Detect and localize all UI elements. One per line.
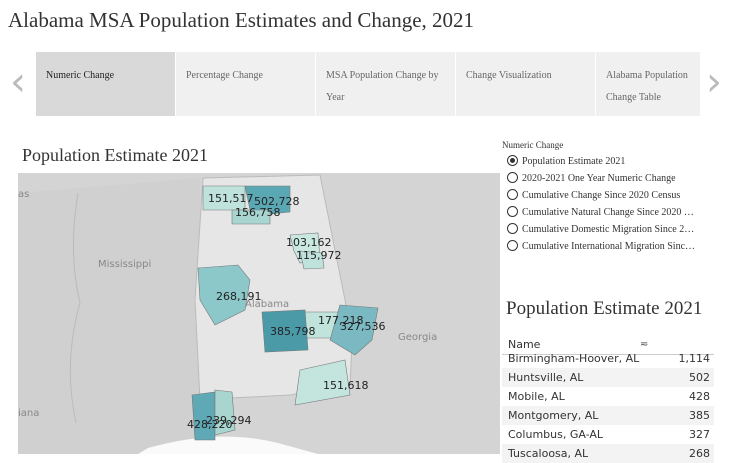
row-name: Huntsville, AL	[508, 371, 584, 384]
map-value-label: 177,218	[318, 314, 364, 327]
radio-option[interactable]: Population Estimate 2021	[507, 155, 625, 167]
map: as Mississippi Alabama Georgia iana 151,517 50…	[18, 173, 500, 454]
msa-region[interactable]	[261, 309, 309, 353]
radio-label: Cumulative International Migration Sinc…	[522, 241, 696, 252]
msa-region[interactable]	[231, 209, 271, 225]
region-label: Mississippi	[98, 259, 151, 270]
radio-option[interactable]: Cumulative Natural Change Since 2020 …	[507, 206, 694, 218]
msa-region[interactable]	[294, 359, 351, 406]
column-header[interactable]: Name	[508, 338, 541, 351]
row-value: 327	[689, 428, 710, 441]
radio-label: Cumulative Change Since 2020 Census	[522, 190, 681, 201]
map-value-label: 156,758	[235, 206, 281, 219]
msa-region[interactable]	[329, 304, 379, 356]
map-value-label: 385,798	[270, 325, 316, 338]
river	[69, 192, 81, 424]
radio-label: 2020-2021 One Year Numeric Change	[522, 173, 676, 184]
table-row: Birmingham-Hoover, AL 1,114	[502, 349, 714, 368]
map-title: Population Estimate 2021	[22, 145, 208, 165]
gulf-coast	[138, 436, 318, 454]
msa-region[interactable]	[214, 389, 236, 436]
region-label: iana	[18, 408, 39, 419]
radio-button[interactable]	[507, 206, 518, 217]
table-header: Name ≂	[502, 335, 714, 355]
map-value-label: 268,191	[216, 290, 262, 303]
map-value-label: 115,972	[296, 249, 342, 262]
radio-button[interactable]	[507, 189, 518, 200]
mississippi-shape	[18, 178, 200, 454]
map-value-label: 151,618	[323, 379, 369, 392]
row-value: 428	[689, 390, 710, 403]
radio-option[interactable]: Cumulative Change Since 2020 Census	[507, 189, 680, 201]
radio-option[interactable]: Cumulative Domestic Migration Since 2…	[507, 223, 694, 235]
region-label: Georgia	[398, 332, 437, 343]
tab[interactable]: Numeric Change	[36, 52, 175, 116]
region-label: Alabama	[245, 299, 289, 310]
msa-region[interactable]	[197, 264, 251, 326]
next-arrow[interactable]: ›	[706, 59, 722, 105]
table-title: Population Estimate 2021	[506, 298, 703, 319]
radio-button[interactable]	[507, 240, 518, 251]
radio-button[interactable]	[507, 155, 518, 166]
row-value: 1,114	[678, 352, 711, 365]
row-value: 385	[689, 409, 710, 422]
map-value-label: 327,536	[340, 320, 386, 333]
map-value-label: 502,728	[254, 195, 300, 208]
radio-option[interactable]: 2020-2021 One Year Numeric Change	[507, 172, 676, 184]
sort-icon[interactable]: ≂	[640, 339, 649, 350]
row-name: Columbus, GA-AL	[508, 428, 604, 441]
filter-title: Numeric Change	[502, 140, 564, 150]
table-row: Huntsville, AL 502	[502, 368, 714, 387]
map-value-label: 103,162	[286, 236, 332, 249]
row-name: Birmingham-Hoover, AL	[508, 352, 640, 365]
msa-region[interactable]	[191, 391, 216, 441]
row-name: Montgomery, AL	[508, 409, 599, 422]
tab[interactable]: MSA Population Change by Year	[316, 52, 455, 116]
region-label: as	[18, 189, 29, 200]
map-value-label: 428,220	[187, 418, 233, 431]
msa-region[interactable]	[244, 185, 291, 215]
prev-arrow[interactable]: ‹	[10, 59, 26, 105]
row-name: Mobile, AL	[508, 390, 565, 403]
table-row: Mobile, AL 428	[502, 387, 714, 406]
map-value-label: 239,294	[206, 414, 252, 427]
radio-option[interactable]: Cumulative International Migration Sinc…	[507, 240, 695, 252]
tab[interactable]: Alabama Population Change Table	[596, 52, 700, 116]
page-title: Alabama MSA Population Estimates and Cha…	[8, 8, 475, 32]
radio-button[interactable]	[507, 172, 518, 183]
tab[interactable]: Change Visualization	[456, 52, 595, 116]
table-row: Columbus, GA-AL 327	[502, 425, 714, 444]
row-value: 502	[689, 371, 710, 384]
tab[interactable]: Percentage Change	[176, 52, 315, 116]
table-row: Montgomery, AL 385	[502, 406, 714, 425]
msa-region[interactable]	[299, 250, 325, 270]
radio-label: Cumulative Domestic Migration Since 2…	[522, 224, 695, 235]
map-value-label: 151,517	[208, 192, 254, 205]
radio-button[interactable]	[507, 223, 518, 234]
radio-label: Cumulative Natural Change Since 2020 …	[522, 207, 694, 218]
radio-label: Population Estimate 2021	[522, 156, 626, 167]
